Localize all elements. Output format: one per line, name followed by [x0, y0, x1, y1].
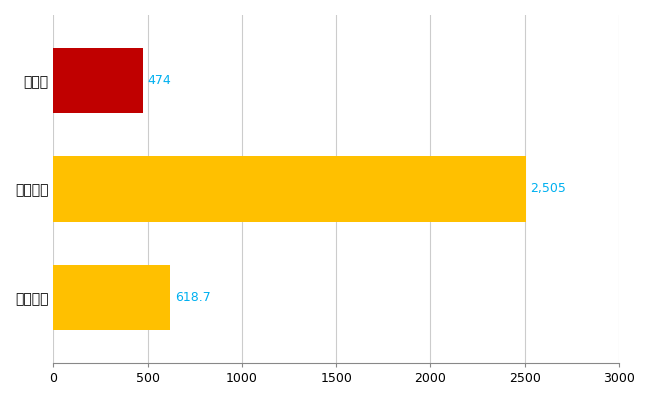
Text: 2,505: 2,505 [530, 182, 566, 196]
Text: 474: 474 [148, 74, 171, 87]
Text: 618.7: 618.7 [175, 291, 211, 304]
Bar [53, 265, 170, 330]
Bar [53, 48, 143, 113]
Bar [53, 156, 526, 222]
